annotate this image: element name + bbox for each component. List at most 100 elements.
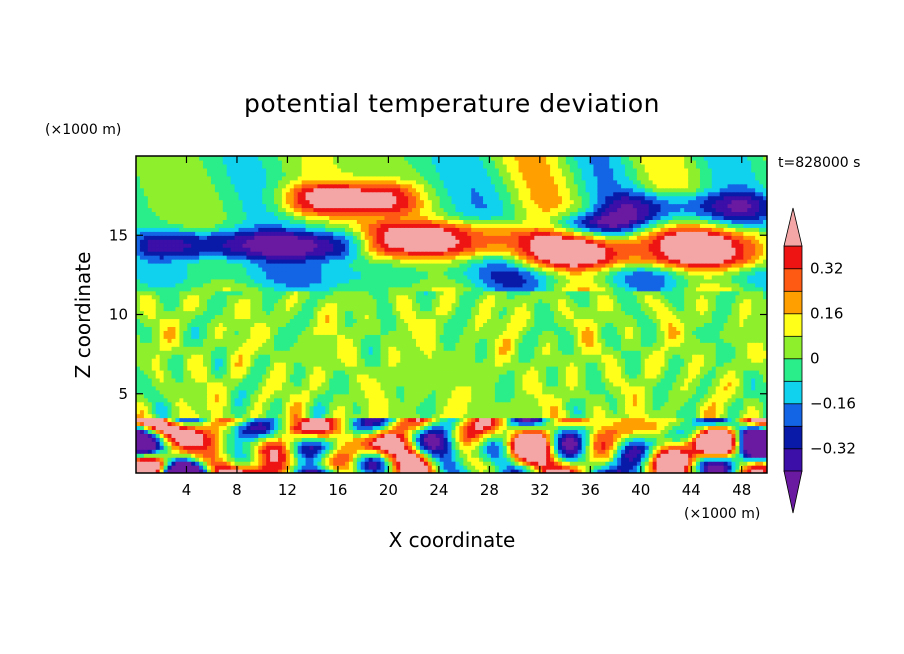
field-cell xyxy=(656,369,662,375)
field-cell xyxy=(727,385,733,391)
field-cell xyxy=(743,461,748,466)
field-cell xyxy=(542,389,547,395)
field-cell xyxy=(274,425,279,431)
field-cell xyxy=(731,461,737,466)
field-cell xyxy=(321,433,326,438)
field-cell xyxy=(451,461,457,466)
field-cell xyxy=(593,401,599,407)
field-cell xyxy=(479,425,484,431)
field-cell xyxy=(660,358,666,363)
field-cell xyxy=(723,457,729,462)
field-cell xyxy=(546,421,551,427)
field-cell xyxy=(147,413,153,419)
field-cell xyxy=(660,413,666,419)
field-cell xyxy=(341,397,346,403)
field-cell xyxy=(636,389,642,395)
field-cell xyxy=(443,437,449,442)
field-cell xyxy=(617,393,622,399)
field-cell xyxy=(447,441,453,446)
field-cell xyxy=(341,425,346,431)
field-cell xyxy=(628,358,634,363)
field-cell xyxy=(747,469,752,473)
field-cell xyxy=(605,389,610,395)
field-cell xyxy=(648,445,654,450)
field-cell xyxy=(400,373,405,379)
field-cell xyxy=(652,465,658,470)
field-cell xyxy=(514,417,520,423)
field-cell xyxy=(751,441,756,446)
field-cell xyxy=(203,461,208,466)
field-cell xyxy=(554,381,559,387)
field-cell xyxy=(163,397,169,403)
field-cell xyxy=(143,393,149,399)
field-cell xyxy=(262,437,267,442)
field-cell xyxy=(230,441,236,446)
field-cell xyxy=(297,393,303,399)
field-cell xyxy=(522,437,528,442)
field-cell xyxy=(270,389,275,395)
field-cell xyxy=(419,369,425,375)
field-cell xyxy=(242,366,248,371)
field-cell xyxy=(715,453,721,458)
field-cell xyxy=(317,449,322,454)
field-cell xyxy=(459,405,464,411)
field-cell xyxy=(195,381,200,387)
field-cell xyxy=(739,362,744,367)
field-cell xyxy=(348,461,354,466)
field-cell xyxy=(498,413,504,419)
field-cell xyxy=(388,449,393,454)
field-cell xyxy=(534,369,539,375)
field-cell xyxy=(242,413,248,419)
field-cell xyxy=(360,354,366,359)
field-cell xyxy=(175,346,180,351)
field-cell xyxy=(222,409,228,415)
field-cell xyxy=(376,358,382,363)
field-cell xyxy=(136,401,141,407)
field-cell xyxy=(167,401,173,407)
field-cell xyxy=(214,417,220,423)
field-cell xyxy=(538,421,543,427)
field-cell xyxy=(723,425,729,431)
field-cell xyxy=(613,413,618,419)
field-cell xyxy=(412,433,417,438)
field-cell xyxy=(226,397,232,403)
field-cell xyxy=(388,453,393,458)
field-cell xyxy=(274,457,279,462)
field-cell xyxy=(475,421,480,427)
field-cell xyxy=(711,373,717,379)
field-cell xyxy=(486,433,492,438)
field-cell xyxy=(416,429,421,434)
field-cell xyxy=(467,413,472,419)
field-cell xyxy=(218,421,224,427)
field-cell xyxy=(372,373,378,379)
field-cell xyxy=(546,445,551,450)
field-cell xyxy=(380,465,386,470)
field-cell xyxy=(605,453,610,458)
field-cell xyxy=(621,362,626,367)
field-cell xyxy=(238,409,244,415)
field-cell xyxy=(581,366,587,371)
field-cell xyxy=(530,409,535,415)
field-cell xyxy=(258,453,263,458)
field-cell xyxy=(692,385,697,391)
field-cell xyxy=(490,449,496,454)
field-cell xyxy=(502,429,508,434)
field-cell xyxy=(463,393,468,399)
field-cell xyxy=(719,433,725,438)
field-cell xyxy=(459,397,464,403)
field-cell xyxy=(423,437,429,442)
field-cell xyxy=(285,437,291,442)
field-cell xyxy=(151,369,157,375)
field-cell xyxy=(707,381,713,387)
field-cell xyxy=(676,397,681,403)
field-cell xyxy=(297,381,303,387)
field-cell xyxy=(348,425,354,431)
field-cell xyxy=(238,457,244,462)
field-cell xyxy=(684,425,689,431)
field-cell xyxy=(755,413,760,419)
field-cell xyxy=(277,465,283,470)
field-cell xyxy=(664,377,669,383)
field-cell xyxy=(333,393,338,399)
field-cell xyxy=(143,401,149,407)
field-cell xyxy=(715,417,721,423)
